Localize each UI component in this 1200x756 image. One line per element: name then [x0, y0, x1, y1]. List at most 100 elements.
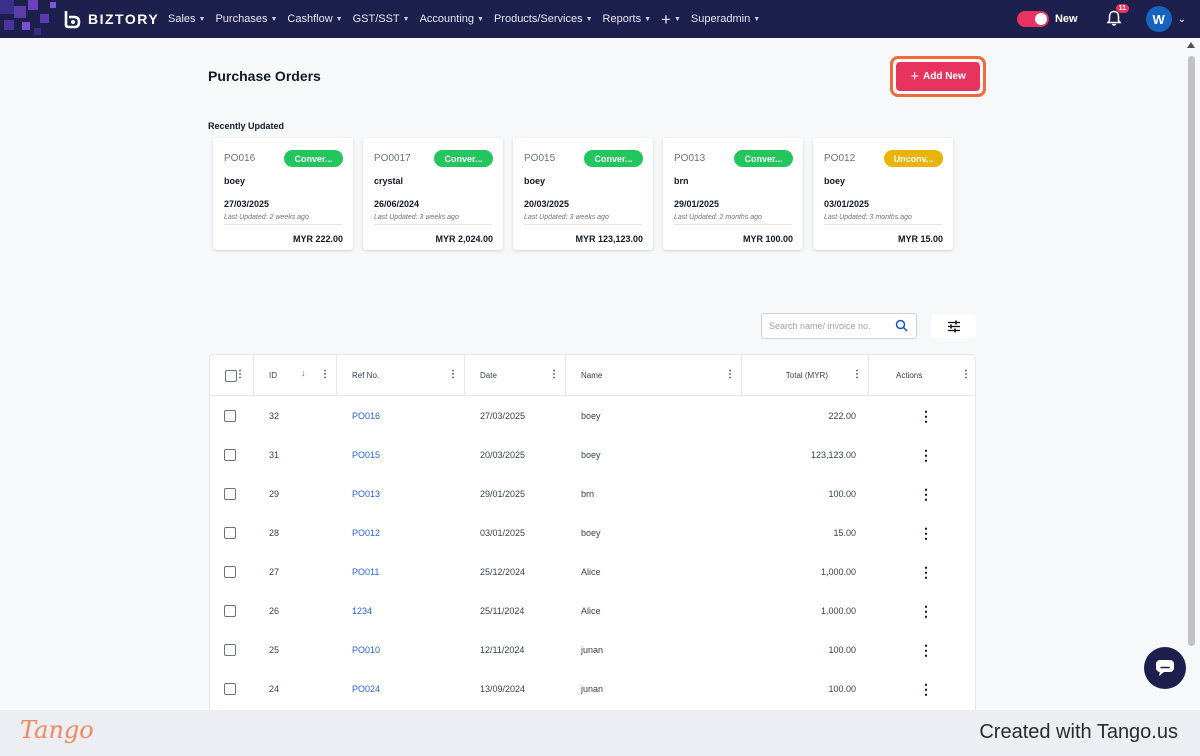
card-total: MYR 222.00: [292, 234, 343, 244]
scroll-up-arrow-icon[interactable]: [1187, 42, 1195, 48]
table-row[interactable]: 24 PO024 13/09/2024 junan 100.00 ⋮: [210, 669, 975, 708]
cell-ref-link[interactable]: 1234: [352, 605, 373, 616]
cell-name: junan: [581, 683, 604, 694]
filter-button[interactable]: [931, 314, 976, 338]
nav-superadmin[interactable]: Superadmin ▼: [691, 13, 760, 25]
cell-date: 25/12/2024: [480, 566, 526, 577]
row-checkbox[interactable]: [224, 526, 236, 539]
row-actions-menu-icon[interactable]: ⋮: [919, 641, 933, 658]
nav-quick-add[interactable]: + ▼: [661, 11, 681, 28]
table-row[interactable]: 25 PO010 12/11/2024 junan 100.00 ⋮: [210, 630, 975, 669]
recent-card[interactable]: PO013 Conver... brn 29/01/2025 Last Upda…: [663, 138, 803, 250]
recent-card[interactable]: PO0017 Conver... crystal 26/06/2024 Last…: [363, 138, 503, 250]
created-with-text: Created with Tango.us: [979, 721, 1178, 743]
nav-purchases[interactable]: Purchases ▼: [215, 13, 277, 25]
search-input[interactable]: [769, 321, 879, 331]
cell-id: 27: [269, 566, 280, 577]
col-ref[interactable]: Ref No. ⋮: [337, 355, 465, 396]
add-new-highlight: + Add New: [890, 56, 986, 97]
col-date[interactable]: Date ⋮: [465, 355, 566, 396]
cell-id: 28: [269, 527, 280, 538]
cell-total: 15.00: [833, 527, 856, 538]
row-actions-menu-icon[interactable]: ⋮: [919, 485, 933, 502]
row-select-cell: [224, 435, 236, 474]
notifications-button[interactable]: 11: [1106, 4, 1130, 28]
row-actions-menu-icon[interactable]: ⋮: [919, 446, 933, 463]
column-menu-icon[interactable]: ⋮: [961, 369, 971, 380]
column-menu-icon[interactable]: ⋮: [235, 369, 245, 380]
recent-card[interactable]: PO012 Unconv... boey 03/01/2025 Last Upd…: [813, 138, 953, 250]
table-header: ⋮ ID ↓ ⋮ Ref No. ⋮ Date ⋮ Name ⋮ Total (…: [210, 355, 975, 396]
row-actions-menu-icon[interactable]: ⋮: [919, 524, 933, 541]
table-row[interactable]: 32 PO016 27/03/2025 boey 222.00 ⋮: [210, 396, 975, 435]
col-name[interactable]: Name ⋮: [566, 355, 742, 396]
col-id[interactable]: ID ↓ ⋮: [254, 355, 337, 396]
table-row[interactable]: 31 PO015 20/03/2025 boey 123,123.00 ⋮: [210, 435, 975, 474]
nav-accounting[interactable]: Accounting ▼: [420, 13, 484, 25]
cell-ref-link[interactable]: PO016: [352, 410, 381, 421]
row-checkbox[interactable]: [224, 643, 236, 656]
row-checkbox[interactable]: [224, 487, 236, 500]
row-actions-menu-icon[interactable]: ⋮: [919, 680, 933, 697]
row-actions-menu-icon[interactable]: ⋮: [919, 563, 933, 580]
brand-pixel-art: [0, 0, 120, 38]
status-badge: Conver...: [434, 150, 493, 167]
nav-products-services[interactable]: Products/Services ▼: [494, 13, 593, 25]
card-name: brn: [674, 176, 689, 186]
cell-date: 25/11/2024: [480, 605, 525, 616]
card-id: PO013: [674, 153, 706, 164]
brand-logo[interactable]: BIZTORY: [62, 9, 159, 29]
row-checkbox[interactable]: [224, 604, 236, 617]
col-select: ⋮: [210, 355, 254, 396]
nav-reports[interactable]: Reports ▼: [603, 13, 651, 25]
row-checkbox[interactable]: [224, 409, 236, 422]
row-checkbox[interactable]: [224, 682, 236, 695]
sort-arrow-down-icon[interactable]: ↓: [301, 368, 306, 378]
column-label: Date: [480, 371, 497, 380]
table-row[interactable]: 26 1234 25/11/2024 Alice 1,000.00 ⋮: [210, 591, 975, 630]
column-menu-icon[interactable]: ⋮: [320, 369, 330, 380]
row-actions-menu-icon[interactable]: ⋮: [919, 602, 933, 619]
tango-footer: Tango Created with Tango.us: [0, 710, 1200, 756]
page-scrollbar[interactable]: [1186, 40, 1196, 710]
select-all-checkbox[interactable]: [225, 369, 237, 382]
row-checkbox[interactable]: [224, 565, 236, 578]
chevron-down-icon[interactable]: ⌄: [1177, 13, 1186, 25]
new-ui-toggle[interactable]: [1016, 11, 1049, 27]
user-avatar[interactable]: W: [1145, 6, 1172, 32]
nav-sales[interactable]: Sales ▼: [168, 13, 205, 25]
column-menu-icon[interactable]: ⋮: [448, 369, 458, 380]
plus-icon: +: [661, 9, 671, 29]
row-checkbox[interactable]: [224, 448, 236, 461]
cell-id: 29: [269, 488, 280, 499]
cell-id: 31: [269, 449, 280, 460]
nav-cashflow[interactable]: Cashflow ▼: [287, 13, 342, 25]
column-menu-icon[interactable]: ⋮: [852, 369, 862, 380]
cell-ref-link[interactable]: PO012: [352, 527, 381, 538]
cell-ref-link[interactable]: PO010: [352, 644, 381, 655]
recent-card[interactable]: PO016 Conver... boey 27/03/2025 Last Upd…: [213, 138, 353, 250]
col-total[interactable]: Total (MYR) ⋮: [742, 355, 869, 396]
scrollbar-thumb[interactable]: [1188, 56, 1195, 646]
card-last-updated: Last Updated: 3 weeks ago: [524, 214, 642, 225]
row-select-cell: [224, 630, 236, 669]
cell-ref-link[interactable]: PO015: [352, 449, 381, 460]
table-row[interactable]: 27 PO011 25/12/2024 Alice 1,000.00 ⋮: [210, 552, 975, 591]
recent-card[interactable]: PO015 Conver... boey 20/03/2025 Last Upd…: [513, 138, 653, 250]
row-actions-menu-icon[interactable]: ⋮: [919, 407, 933, 424]
add-new-button[interactable]: + Add New: [896, 62, 980, 91]
cell-ref-link[interactable]: PO011: [352, 566, 380, 577]
notification-badge: 11: [1115, 4, 1130, 13]
table-row[interactable]: 28 PO012 03/01/2025 boey 15.00 ⋮: [210, 513, 975, 552]
recently-updated-label: Recently Updated: [208, 121, 285, 131]
nav-gst-sst[interactable]: GST/SST ▼: [353, 13, 410, 25]
cell-total: 222.00: [828, 410, 856, 421]
search-icon[interactable]: [895, 319, 908, 337]
table-row[interactable]: 29 PO013 29/01/2025 brn 100.00 ⋮: [210, 474, 975, 513]
cell-ref-link[interactable]: PO013: [352, 488, 381, 499]
cell-ref-link[interactable]: PO024: [352, 683, 381, 694]
column-menu-icon[interactable]: ⋮: [725, 369, 735, 380]
column-menu-icon[interactable]: ⋮: [549, 369, 559, 380]
caret-down-icon: ▼: [270, 15, 278, 23]
chat-button[interactable]: [1144, 647, 1186, 689]
